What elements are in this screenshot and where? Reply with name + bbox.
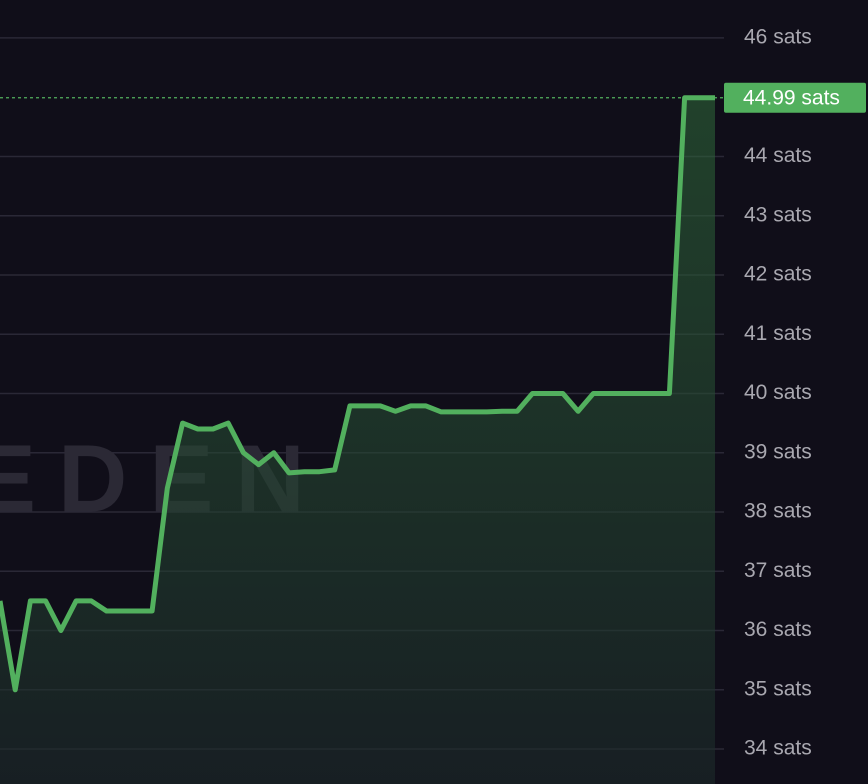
y-tick-label: 39 sats	[744, 440, 812, 463]
y-tick-label: 46 sats	[744, 25, 812, 48]
y-tick-label: 44 sats	[744, 144, 812, 167]
price-line	[0, 95, 715, 693]
area	[0, 97, 715, 784]
y-tick-label: 43 sats	[744, 203, 812, 226]
y-tick-label: 37 sats	[744, 559, 812, 582]
y-tick-label: 40 sats	[744, 381, 812, 404]
y-tick-label: 38 sats	[744, 500, 812, 523]
last-price-badge	[724, 82, 866, 113]
y-tick-label: 36 sats	[744, 618, 812, 641]
y-tick-label: 34 sats	[744, 737, 812, 760]
y-tick-label: 42 sats	[744, 263, 812, 286]
last-price-label: 44.99 sats	[743, 86, 840, 109]
y-tick-label: 41 sats	[744, 322, 812, 345]
plot	[0, 95, 724, 784]
y-tick-label: 35 sats	[744, 677, 812, 700]
